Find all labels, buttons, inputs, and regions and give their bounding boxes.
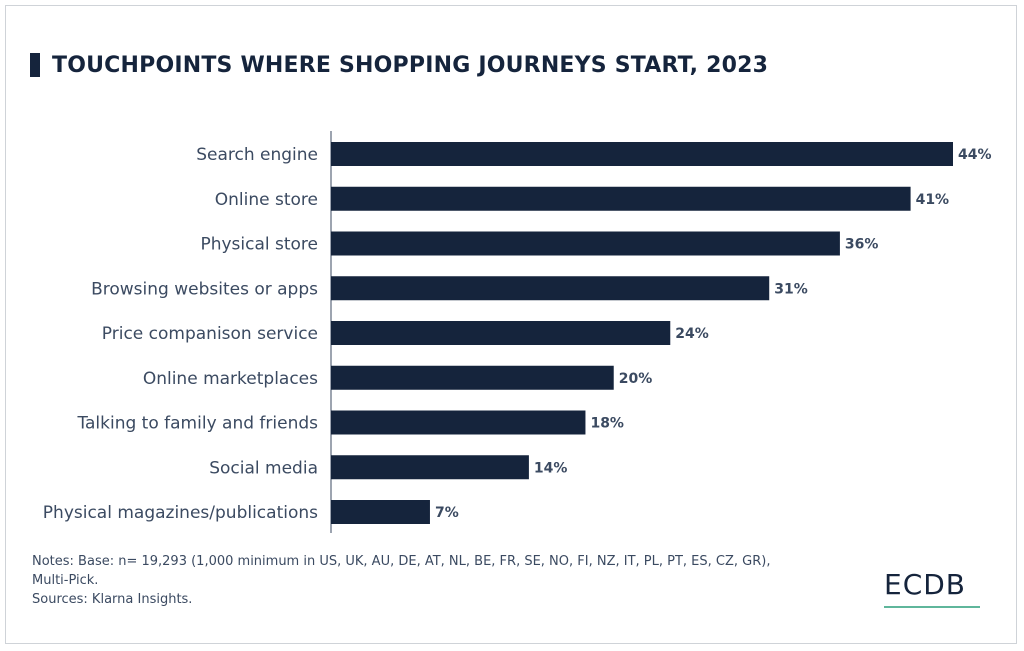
category-label: Browsing websites or apps <box>91 279 318 299</box>
category-label: Physical store <box>200 235 318 255</box>
logo-text: ECDB <box>884 568 967 601</box>
bar <box>331 500 430 524</box>
category-label: Search engine <box>196 145 318 165</box>
value-label: 14% <box>534 460 568 476</box>
value-label: 24% <box>675 326 709 342</box>
bar <box>331 365 614 390</box>
notes-line-1: Notes: Base: n= 19,293 (1,000 minimum in… <box>32 554 771 569</box>
value-label: 7% <box>435 505 459 521</box>
value-label: 36% <box>845 237 879 253</box>
category-label: Online store <box>215 190 318 210</box>
value-label: 44% <box>958 147 992 163</box>
bar <box>331 231 840 256</box>
bar <box>331 321 671 345</box>
category-label: Social media <box>209 458 318 478</box>
value-label: 41% <box>916 192 950 208</box>
value-label: 18% <box>590 416 624 432</box>
chart-title: TOUCHPOINTS WHERE SHOPPING JOURNEYS STAR… <box>52 52 769 78</box>
bar <box>331 186 911 211</box>
ecdb-logo: ECDB <box>884 568 982 608</box>
category-label: Online marketplaces <box>143 369 318 389</box>
category-label: Price companison service <box>102 324 318 344</box>
title-block: TOUCHPOINTS WHERE SHOPPING JOURNEYS STAR… <box>30 50 768 80</box>
value-label: 20% <box>619 371 653 387</box>
bar <box>331 276 770 301</box>
value-label: 31% <box>774 281 808 297</box>
category-label: Talking to family and friends <box>76 414 318 434</box>
bar <box>331 455 529 480</box>
title-marker <box>30 53 40 77</box>
logo-underline <box>884 606 980 608</box>
notes-block: Notes: Base: n= 19,293 (1,000 minimum in… <box>32 552 770 609</box>
notes-line-2: Multi-Pick. <box>32 573 99 588</box>
bar <box>331 142 953 166</box>
notes-source: Sources: Klarna Insights. <box>32 592 193 607</box>
bar <box>331 410 586 435</box>
category-label: Physical magazines/publications <box>43 503 318 523</box>
